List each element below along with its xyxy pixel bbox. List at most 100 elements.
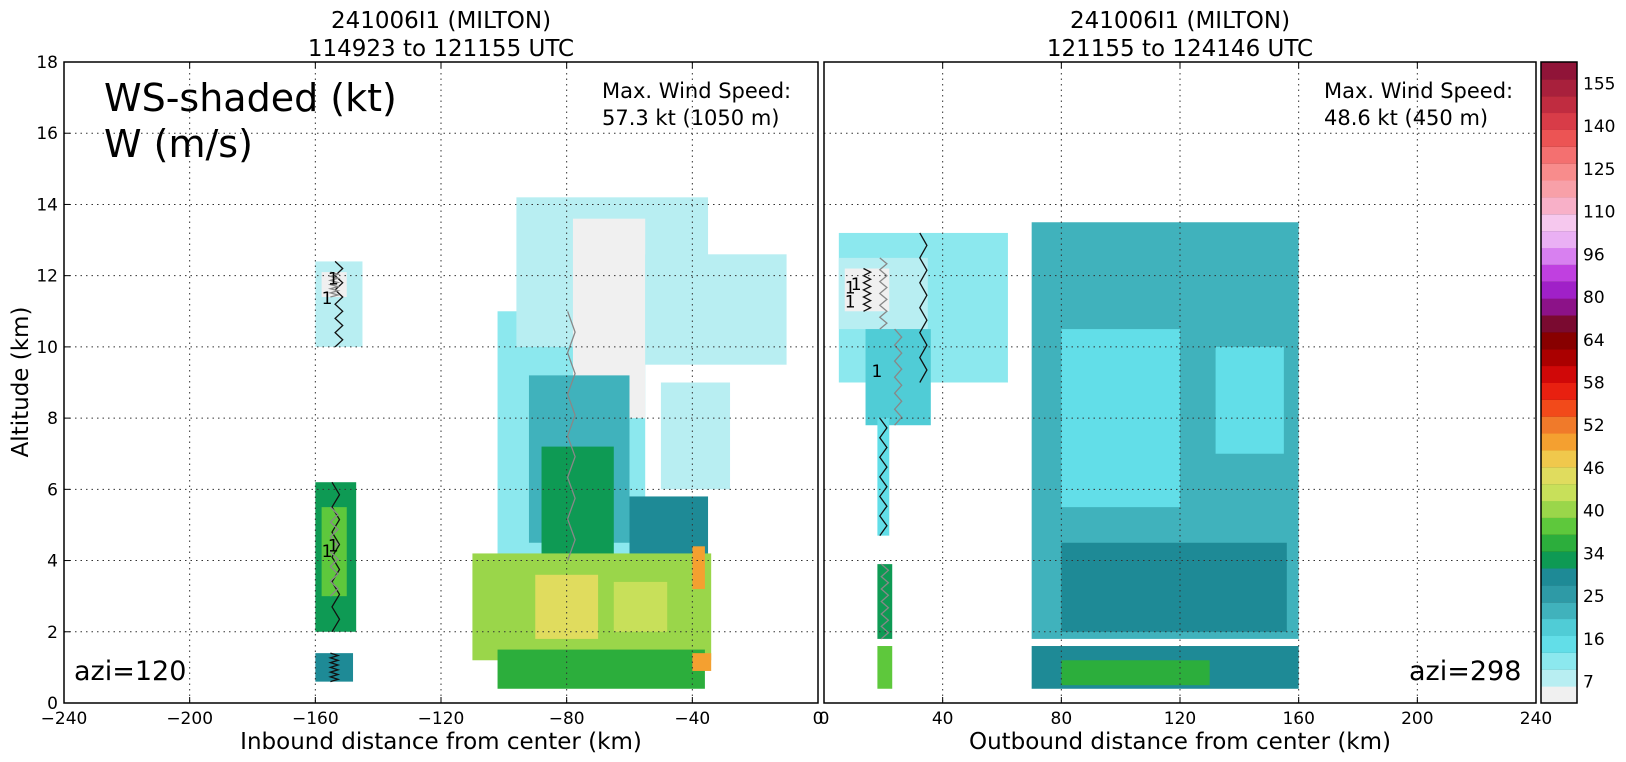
wind-region-0-17 [497,649,705,689]
colorbar-cell-18 [1541,382,1577,400]
x-tick-label-0-3: −120 [418,709,465,729]
y-tick-label-6: 12 [36,267,58,287]
right-subtitle: 121155 to 124146 UTC [1047,36,1313,62]
x-tick-label-1-4: 160 [1282,709,1314,729]
colorbar-tick-label-7: 58 [1583,374,1605,394]
colorbar-cell-23 [1541,298,1577,316]
colorbar-cell-3 [1541,635,1577,653]
left-panel: 241006I1 (MILTON) 114923 to 121155 UTC 1… [8,8,823,755]
colorbar-cell-35 [1541,95,1577,114]
right-x-axis-label: Outbound distance from center (km) [969,729,1391,755]
colorbar-cell-7 [1541,568,1577,586]
contour-label-1-0: 1 [845,293,856,313]
colorbar-tick-label-13: 140 [1583,117,1615,137]
legend-ws-shaded: WS-shaded (kt) [104,76,397,120]
wind-region-1-13 [1061,660,1210,686]
y-tick-label-4: 8 [47,409,58,429]
y-tick-label-1: 2 [47,623,58,643]
wind-region-1-6 [877,646,893,689]
wind-region-1-9 [1096,364,1157,454]
colorbar-cell-34 [1541,112,1577,130]
wind-region-0-15 [613,581,668,632]
left-azimuth-label: azi=120 [74,656,186,687]
w-contour-1-0 [919,232,928,383]
colorbar-tick-label-10: 96 [1583,245,1605,265]
right-grid [824,62,1536,703]
colorbar-cell-4 [1541,618,1577,637]
w-contour-0-3 [329,506,339,597]
colorbar-cell-8 [1541,551,1577,569]
contour-label-1-3: 1 [871,362,882,382]
colorbar-tick-label-2: 25 [1583,587,1605,607]
colorbar-cell-20 [1541,348,1577,367]
w-contour-0-1 [327,271,341,298]
contour-label-0-3: 1 [328,537,339,557]
colorbar-cell-9 [1541,534,1577,552]
colorbar-tick-label-6: 52 [1583,416,1605,436]
x-tick-label-1-5: 200 [1401,709,1433,729]
colorbar-tick-label-14: 155 [1583,74,1615,94]
colorbar-cell-17 [1541,399,1577,417]
x-tick-label-1-6: 240 [1520,709,1552,729]
contour-label-0-0: 1 [322,289,333,309]
w-contour-0-2 [331,481,341,633]
left-title: 241006I1 (MILTON) [331,8,551,34]
y-tick-label-9: 18 [36,53,58,73]
wind-region-1-4 [877,418,890,536]
colorbar-cell-27 [1541,230,1577,249]
colorbar-frame [1540,61,1578,704]
x-tick-label-0-5: −40 [674,709,710,729]
colorbar-cell-1 [1541,669,1577,687]
x-tick-label-1-1: 40 [932,709,954,729]
w-contour-0-4 [328,652,341,683]
colorbar-cell-36 [1541,78,1577,97]
colorbar-cell-5 [1541,601,1577,620]
y-tick-label-3: 6 [47,480,58,500]
colorbar-cell-11 [1541,500,1577,518]
colorbar-cell-10 [1541,517,1577,535]
colorbar-tick-label-1: 16 [1583,630,1605,650]
colorbar-cells [1541,61,1577,704]
colorbar-cell-14 [1541,449,1577,468]
w-contour-1-5 [880,563,890,640]
colorbar-cell-24 [1541,281,1577,299]
left-x-axis-label: Inbound distance from center (km) [240,729,642,755]
right-max-wind-value: 48.6 kt (450 m) [1324,106,1488,130]
colorbar-cell-16 [1541,416,1577,434]
colorbar-cell-12 [1541,483,1577,502]
y-axis-label: Altitude (km) [8,307,34,458]
legend-w-contour: W (m/s) [104,122,253,166]
colorbar-cell-22 [1541,315,1577,333]
w-contour-1-4 [878,417,888,536]
colorbar-tick-label-0: 7 [1583,673,1594,693]
colorbar-cell-33 [1541,129,1577,147]
y-tick-label-7: 14 [36,195,58,215]
colorbar-cell-31 [1541,163,1577,181]
colorbar-tick-label-9: 80 [1583,288,1605,308]
w-contour-1-1 [878,257,888,330]
left-x-ticks: −240 −200 −160 −120 −80 −40 0 [41,62,823,729]
left-max-wind-value: 57.3 kt (1050 m) [602,106,779,130]
colorbar-cell-32 [1541,146,1577,164]
colorbar-tick-label-12: 125 [1583,160,1615,180]
left-subtitle: 114923 to 121155 UTC [308,36,574,62]
y-tick-label-5: 10 [36,338,58,358]
contour-label-0-1: 1 [328,270,339,290]
wind-region-1-10 [1215,346,1284,454]
colorbar-cell-28 [1541,213,1577,232]
contour-label-1-1: 1 [845,278,856,298]
left-wind-shading [315,197,787,689]
wind-region-0-4 [315,653,354,682]
wind-region-1-5 [877,564,893,639]
x-tick-label-1-0: 0 [819,709,830,729]
x-tick-label-0-4: −80 [549,709,585,729]
colorbar-tick-label-3: 34 [1583,544,1605,564]
x-tick-label-0-0: −240 [41,709,88,729]
colorbar: 7 16 25 34 40 46 52 58 64 80 96 110 125 140 155 [1540,61,1615,704]
wind-region-0-16 [692,546,705,590]
colorbar-tick-label-11: 110 [1583,203,1615,223]
wind-region-0-9 [660,382,731,490]
colorbar-cell-30 [1541,180,1577,198]
